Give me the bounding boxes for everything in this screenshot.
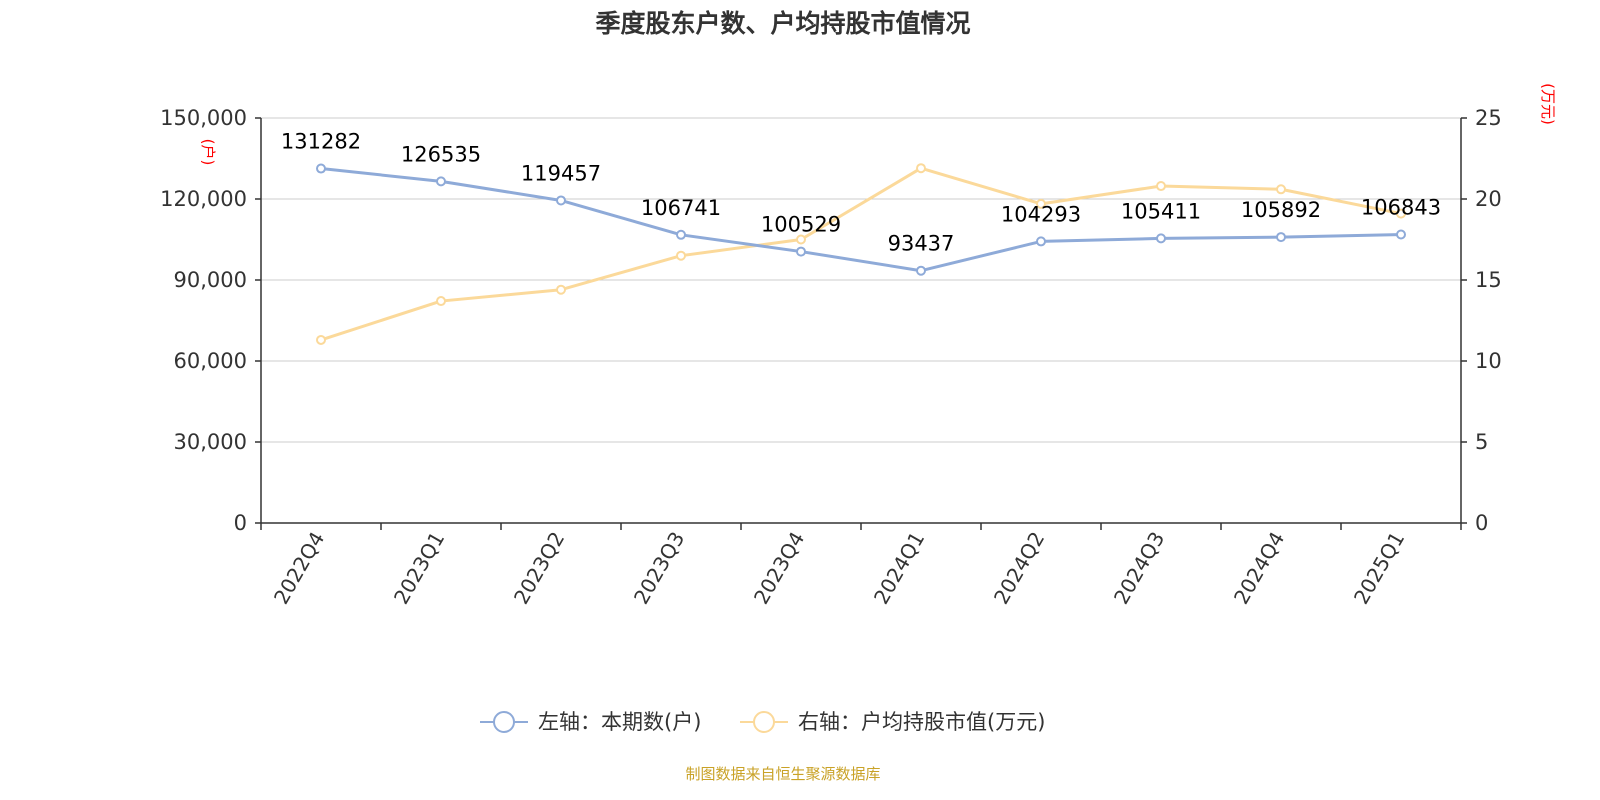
left-tick-label: 0 (234, 511, 247, 535)
data-point-0 (1276, 232, 1286, 243)
data-point-1 (1276, 184, 1286, 195)
legend-item-avg-value[interactable]: 右轴：户均持股市值(万元) (740, 710, 1045, 734)
legend-label-avg-value: 右轴：户均持股市值(万元) (798, 710, 1045, 734)
data-point-1 (796, 234, 806, 245)
data-point-0 (436, 176, 446, 187)
data-point-1 (1396, 208, 1406, 219)
series-line-1 (320, 166, 1402, 342)
legend-marker-households (493, 711, 515, 733)
left-tick-label: 120,000 (160, 187, 247, 211)
left-tick-label: 150,000 (160, 106, 247, 130)
legend-marker-avg-value (753, 711, 775, 733)
chart-title: 季度股东户数、户均持股市值情况 (595, 9, 970, 38)
source-text: 制图数据来自恒生聚源数据库 (685, 765, 880, 783)
right-tick-label: 25 (1475, 106, 1502, 130)
data-label: 119457 (521, 161, 601, 185)
series-line-0 (320, 167, 1402, 273)
left-tick-label: 30,000 (174, 430, 247, 454)
left-axis-unit: (户) (199, 139, 217, 166)
data-point-1 (436, 296, 446, 307)
x-tick-label: 2022Q4 (269, 528, 329, 609)
right-axis-unit: (万元) (1539, 83, 1557, 125)
left-tick-label: 60,000 (174, 349, 247, 373)
x-tick-label: 2023Q2 (509, 528, 569, 609)
legend-label-households: 左轴：本期数(户) (538, 710, 701, 734)
x-tick-label: 2023Q3 (629, 528, 689, 609)
x-tick-label: 2023Q4 (749, 528, 809, 609)
x-tick-label: 2024Q3 (1109, 528, 1169, 609)
right-tick-label: 0 (1475, 511, 1488, 535)
data-point-0 (316, 163, 326, 174)
legend: 左轴：本期数(户) 右轴：户均持股市值(万元) (480, 710, 1045, 734)
series-layer (316, 163, 1406, 345)
data-label: 104293 (1001, 202, 1081, 226)
data-point-1 (316, 334, 326, 345)
right-tick-label: 15 (1475, 268, 1502, 292)
x-tick-label: 2025Q1 (1349, 528, 1409, 609)
data-point-0 (1396, 229, 1406, 240)
data-labels: 131282 126535 119457 106741 100529 93437 10429… (281, 130, 1441, 256)
data-point-1 (556, 284, 566, 295)
data-point-1 (1036, 198, 1046, 209)
data-label: 105411 (1121, 199, 1201, 223)
data-point-0 (916, 265, 926, 276)
right-axis-ticks: 0 5 10 15 20 25 (1461, 106, 1502, 535)
x-tick-label: 2024Q1 (869, 528, 929, 609)
data-label: 100529 (761, 213, 841, 237)
data-point-0 (676, 229, 686, 240)
data-point-1 (1156, 181, 1166, 192)
x-tick-label: 2023Q1 (389, 528, 449, 609)
legend-item-households[interactable]: 左轴：本期数(户) (480, 710, 701, 734)
data-label: 106843 (1361, 196, 1441, 220)
data-point-0 (1156, 233, 1166, 244)
data-point-0 (556, 195, 566, 206)
data-label: 106741 (641, 196, 721, 220)
data-label: 93437 (888, 232, 955, 256)
data-label: 105892 (1241, 198, 1321, 222)
left-tick-label: 90,000 (174, 268, 247, 292)
data-label: 126535 (401, 142, 481, 166)
data-point-1 (676, 250, 686, 261)
left-axis-ticks: 0 30,000 60,000 90,000 120,000 150,000 (160, 106, 261, 535)
grid-lines (261, 117, 1461, 443)
x-tick-label: 2024Q4 (1229, 528, 1289, 609)
x-axis-ticks: 2022Q4 2023Q1 2023Q2 2023Q3 2023Q4 2024Q1 2024… (260, 523, 1462, 609)
data-point-0 (796, 246, 806, 257)
data-label: 131282 (281, 130, 361, 154)
right-tick-label: 10 (1475, 349, 1502, 373)
data-point-0 (1036, 236, 1046, 247)
right-tick-label: 20 (1475, 187, 1502, 211)
right-tick-label: 5 (1475, 430, 1488, 454)
data-point-1 (916, 163, 926, 174)
x-tick-label: 2024Q2 (989, 528, 1049, 609)
